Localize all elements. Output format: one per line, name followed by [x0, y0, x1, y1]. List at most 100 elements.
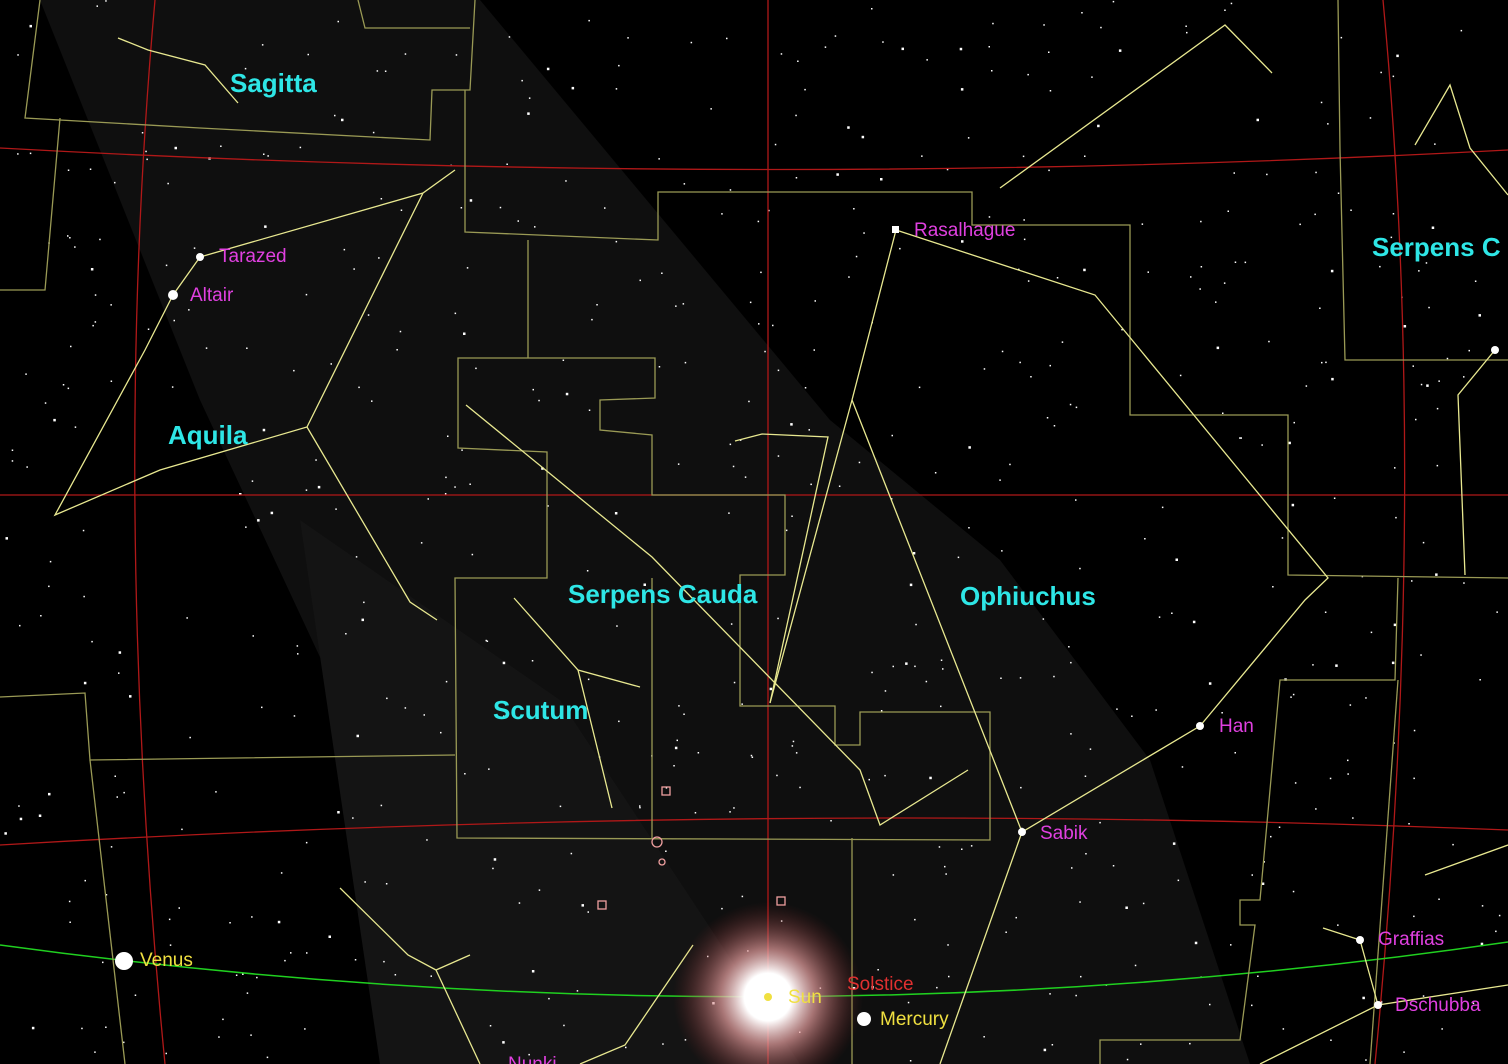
star-dot — [1436, 464, 1439, 467]
star-dot — [810, 483, 812, 486]
star-dot — [69, 237, 71, 239]
star-dot — [1230, 944, 1232, 946]
star-label: Nunki — [508, 1054, 557, 1064]
star-dot — [1227, 210, 1229, 212]
star-dot — [1408, 823, 1410, 825]
star-dot — [959, 47, 963, 51]
star-dot — [791, 745, 794, 747]
star-dot — [992, 22, 994, 25]
star-dot — [1418, 270, 1420, 272]
star-dot — [1327, 123, 1329, 125]
star-dot — [69, 921, 71, 923]
star-dot — [721, 907, 723, 910]
star-dot — [751, 756, 754, 758]
star-dot — [999, 479, 1001, 481]
star-dot — [165, 1052, 167, 1055]
star-dot — [1337, 192, 1340, 194]
star-dot — [1070, 661, 1072, 664]
star-dot — [907, 1001, 910, 1004]
star-dot — [165, 264, 168, 267]
star-dot — [299, 146, 302, 149]
star-dot — [1177, 879, 1180, 882]
star-dot — [1438, 380, 1440, 382]
star-dot — [305, 489, 308, 491]
star-dot — [1479, 679, 1481, 681]
star-dot — [983, 1036, 985, 1038]
star-dot — [1048, 51, 1050, 53]
star-dot — [193, 247, 196, 249]
star-dot — [1020, 786, 1022, 789]
star-dot — [1023, 238, 1026, 241]
star-dot — [502, 1041, 505, 1044]
star-dot — [1474, 280, 1477, 282]
star-dot — [1084, 155, 1086, 157]
star-dot — [534, 226, 536, 228]
star-dot — [1268, 340, 1270, 343]
star-dot — [297, 653, 299, 655]
star-dot — [1083, 268, 1086, 272]
star-dot — [639, 805, 641, 807]
star-dot — [1068, 646, 1070, 648]
star-dot — [1331, 377, 1334, 381]
star-dot — [830, 820, 832, 822]
star-dot — [1472, 1002, 1475, 1005]
star-dot — [256, 976, 258, 979]
star-dot — [44, 402, 47, 404]
star-dot — [1321, 361, 1323, 364]
star-dot — [463, 332, 466, 335]
star-dot — [1027, 73, 1029, 76]
star-dot — [134, 994, 137, 996]
star-dot — [284, 959, 286, 962]
star-dot — [466, 267, 469, 269]
star-dot — [4, 832, 7, 835]
star-dot — [909, 583, 913, 587]
constellation-label: Sagitta — [230, 68, 317, 98]
star-dot — [1460, 29, 1463, 32]
star-dot — [1158, 616, 1161, 618]
star-dot — [749, 301, 752, 304]
star-dot — [1042, 618, 1045, 620]
star-dot — [1452, 843, 1454, 846]
star-dot — [394, 974, 397, 976]
star-dot — [1186, 31, 1188, 34]
star-dot — [74, 246, 76, 248]
star-dot — [252, 635, 254, 637]
star-dot — [517, 220, 519, 222]
star-dot — [618, 64, 620, 67]
star-dot — [1244, 261, 1247, 264]
star-dot — [1420, 383, 1423, 386]
star-dot — [1190, 276, 1192, 278]
star-dot — [355, 556, 358, 558]
star-dot — [697, 752, 700, 754]
sun-glow — [673, 902, 863, 1064]
star-dot — [604, 207, 606, 209]
star-dot — [110, 380, 113, 382]
star-dot — [488, 768, 490, 770]
star-dot — [1392, 75, 1395, 78]
star-dot — [1312, 664, 1314, 666]
star-dot — [733, 681, 736, 684]
star-dot — [901, 47, 904, 51]
star-dot — [385, 883, 388, 885]
constellation-label: Aquila — [168, 420, 248, 450]
star-dot — [983, 368, 986, 370]
star-dot — [1118, 49, 1122, 52]
star-dot — [1222, 412, 1224, 414]
star-dot — [371, 400, 373, 402]
star-dot — [92, 324, 94, 327]
star-dot — [1395, 516, 1397, 519]
star-dot — [1393, 623, 1397, 627]
star-dot — [48, 585, 50, 588]
star-dot — [330, 363, 332, 365]
star-dot — [570, 852, 573, 855]
star-dot — [1299, 223, 1301, 226]
star-dot — [769, 687, 773, 691]
star-dot — [141, 132, 144, 134]
star-dot — [62, 384, 65, 386]
star-dot — [694, 812, 697, 814]
star-dot — [384, 70, 387, 72]
star-dot — [386, 697, 388, 700]
star-dot — [615, 88, 618, 90]
star-dot — [82, 529, 85, 532]
milky-way — [40, 0, 1250, 1064]
